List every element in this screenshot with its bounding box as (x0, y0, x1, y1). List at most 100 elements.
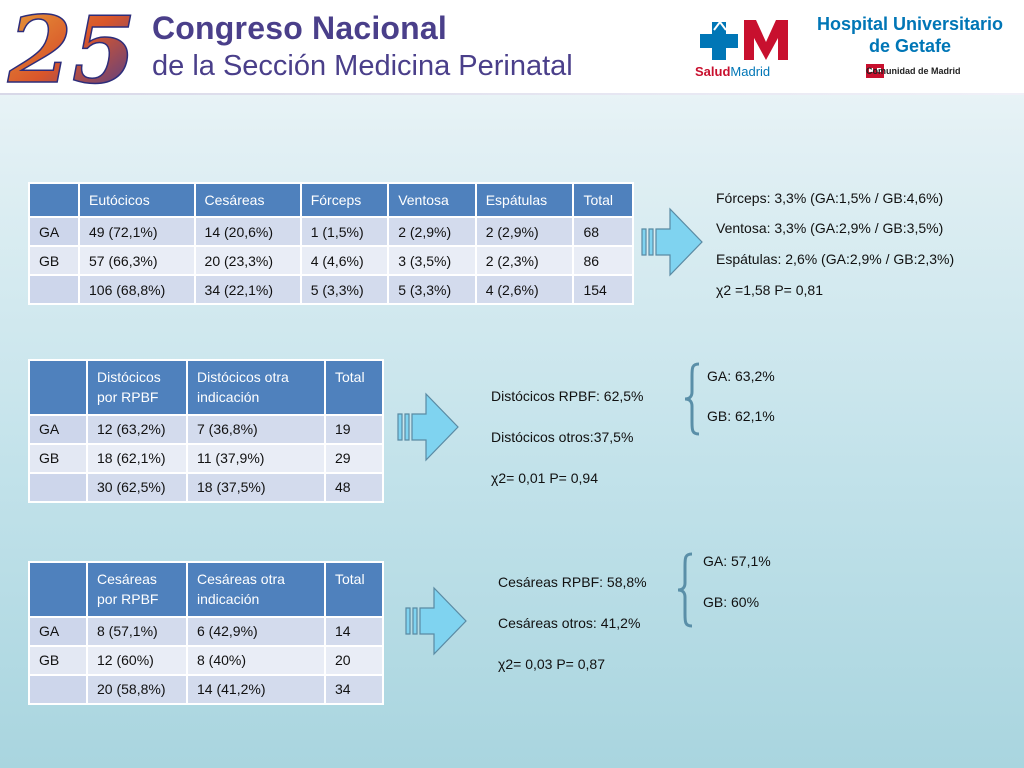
left-brace-icon (677, 552, 693, 628)
table-cell: 4 (2,6%) (474, 274, 575, 306)
result2-line: Distócicos otros:37,5% (491, 429, 634, 445)
table-cell: GA (28, 615, 88, 647)
table-header-cell (28, 181, 80, 219)
table-cell: 5 (3,3%) (387, 274, 477, 306)
salud-madrid-logo-text: SaludMadrid (695, 64, 771, 79)
header-banner: 25 Congreso Nacional de la Sección Medic… (0, 0, 1024, 95)
result1-chi-square: χ2 =1,58 P= 0,81 (716, 282, 823, 298)
table-row: GA 49 (72,1%) 14 (20,6%) 1 (1,5%) 2 (2,9… (28, 216, 634, 248)
table-header-cell: Espátulas (474, 181, 575, 219)
dystocic-delivery-table: Distócicos por RPBF Distócicos otra indi… (28, 359, 384, 503)
table-cell: 8 (40%) (186, 644, 326, 676)
delivery-type-table: Eutócicos Cesáreas Fórceps Ventosa Espát… (28, 181, 634, 306)
arrow-right-icon (405, 586, 467, 656)
table-cell: 20 (324, 644, 384, 676)
table-cell (28, 673, 88, 705)
table-header-cell (28, 561, 88, 618)
comunidad-flag-icon (866, 64, 884, 78)
table-cell: 34 (22,1%) (193, 274, 302, 306)
result3-line: Cesáreas RPBF: 58,8% (498, 574, 647, 590)
table-header-cell: Cesáreas otra indicación (186, 561, 326, 618)
table-header-cell (28, 359, 88, 416)
table-header-row: Cesáreas por RPBF Cesáreas otra indicaci… (28, 561, 384, 618)
result1-line: Espátulas: 2,6% (GA:2,9% / GB:2,3%) (716, 251, 955, 267)
table-cell: 12 (63,2%) (86, 413, 188, 445)
table-cell: GA (28, 413, 88, 445)
table-cell: GB (28, 644, 88, 676)
table-row: GB 18 (62,1%) 11 (37,9%) 29 (28, 442, 384, 474)
table-cell: 8 (57,1%) (86, 615, 188, 647)
result3-line: Cesáreas otros: 41,2% (498, 615, 641, 631)
arrow-right-icon (641, 207, 703, 277)
comunidad-label: Comunidad de Madrid (866, 66, 961, 76)
result1-line: Fórceps: 3,3% (GA:1,5% / GB:4,6%) (716, 190, 944, 206)
table-cell: 14 (41,2%) (186, 673, 326, 705)
brace3-line: GB: 60% (703, 594, 760, 610)
table-row: 106 (68,8%) 34 (22,1%) 5 (3,3%) 5 (3,3%)… (28, 274, 634, 306)
table-cell: 1 (1,5%) (299, 216, 390, 248)
table-cell: 86 (572, 245, 634, 277)
table-cell: 57 (66,3%) (78, 245, 196, 277)
table-cell: 68 (572, 216, 634, 248)
table-header-cell: Cesáreas por RPBF (86, 561, 188, 618)
hospital-name-line2: de Getafe (868, 36, 952, 56)
hospital-name-line1: Hospital Universitario (816, 14, 1004, 34)
cesarean-table: Cesáreas por RPBF Cesáreas otra indicaci… (28, 561, 384, 705)
table-row: GA 8 (57,1%) 6 (42,9%) 14 (28, 615, 384, 647)
table-cell: 48 (324, 471, 384, 503)
table-row: 20 (58,8%) 14 (41,2%) 34 (28, 673, 384, 705)
table-header-row: Eutócicos Cesáreas Fórceps Ventosa Espát… (28, 181, 634, 219)
table-header-cell: Total (572, 181, 634, 219)
table-cell: 4 (4,6%) (299, 245, 390, 277)
table-cell: 19 (324, 413, 384, 445)
table-cell: 14 (324, 615, 384, 647)
table-header-cell: Fórceps (299, 181, 390, 219)
table-header-cell: Total (324, 561, 384, 618)
table-header-cell: Cesáreas (193, 181, 302, 219)
table-cell: 18 (37,5%) (186, 471, 326, 503)
table-cell: GB (28, 245, 80, 277)
table-cell: GA (28, 216, 80, 248)
table-cell: 2 (2,9%) (474, 216, 575, 248)
table-cell: 7 (36,8%) (186, 413, 326, 445)
table-cell: 2 (2,3%) (474, 245, 575, 277)
table-cell: 6 (42,9%) (186, 615, 326, 647)
brace3-line: GA: 57,1% (703, 553, 771, 569)
table-header-cell: Distócicos por RPBF (86, 359, 188, 416)
table-cell: 20 (23,3%) (193, 245, 302, 277)
congress-title: Congreso Nacional (152, 10, 448, 46)
table-header-cell: Total (324, 359, 384, 416)
table-cell: 154 (572, 274, 634, 306)
table-cell: 34 (324, 673, 384, 705)
table-header-cell: Ventosa (387, 181, 477, 219)
left-brace-icon (684, 362, 700, 436)
table-cell: GB (28, 442, 88, 474)
logo-number: 25 (7, 4, 136, 90)
table-cell: 14 (20,6%) (193, 216, 302, 248)
congress-subtitle: de la Sección Medicina Perinatal (152, 50, 573, 82)
table-cell (28, 274, 80, 306)
header-divider (0, 93, 1024, 95)
table-row: 30 (62,5%) 18 (37,5%) 48 (28, 471, 384, 503)
table-cell: 3 (3,5%) (387, 245, 477, 277)
table-cell: 106 (68,8%) (78, 274, 196, 306)
table-header-cell: Eutócicos (78, 181, 196, 219)
table-cell: 2 (2,9%) (387, 216, 477, 248)
table-row: GA 12 (63,2%) 7 (36,8%) 19 (28, 413, 384, 445)
table-cell (28, 471, 88, 503)
table-cell: 11 (37,9%) (186, 442, 326, 474)
table-row: GB 57 (66,3%) 20 (23,3%) 4 (4,6%) 3 (3,5… (28, 245, 634, 277)
result1-line: Ventosa: 3,3% (GA:2,9% / GB:3,5%) (716, 220, 944, 236)
table-cell: 18 (62,1%) (86, 442, 188, 474)
brace2-line: GB: 62,1% (707, 408, 775, 424)
table-row: GB 12 (60%) 8 (40%) 20 (28, 644, 384, 676)
table-cell: 30 (62,5%) (86, 471, 188, 503)
table-header-cell: Distócicos otra indicación (186, 359, 326, 416)
salud-madrid-logo-icon (700, 20, 788, 60)
table-cell: 29 (324, 442, 384, 474)
table-header-row: Distócicos por RPBF Distócicos otra indi… (28, 359, 384, 416)
table-cell: 5 (3,3%) (299, 274, 390, 306)
comunidad-madrid-logo: Comunidad de Madrid (866, 64, 961, 78)
result2-line: Distócicos RPBF: 62,5% (491, 388, 644, 404)
result2-chi-square: χ2= 0,01 P= 0,94 (491, 470, 598, 486)
